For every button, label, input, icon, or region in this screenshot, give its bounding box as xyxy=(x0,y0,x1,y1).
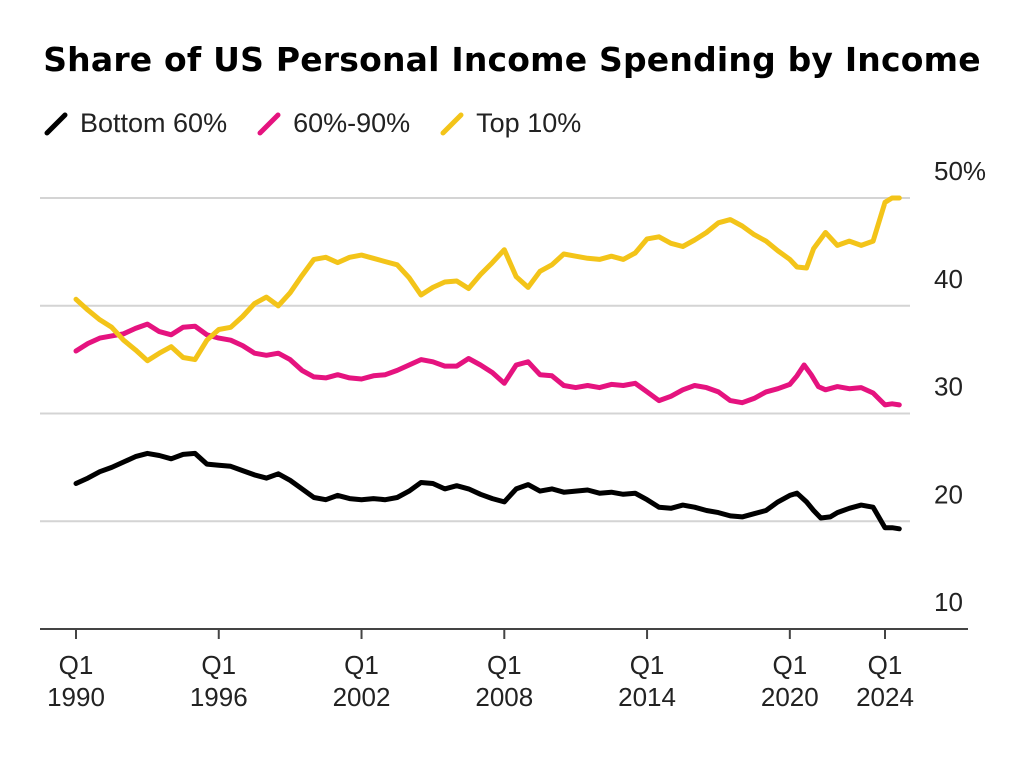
legend-item-60-90: 60%-90% xyxy=(257,108,410,139)
legend-item-bottom-60: Bottom 60% xyxy=(44,108,227,139)
x-tick-label-q-2014: Q1 xyxy=(630,650,665,680)
y-tick-label-10: 10 xyxy=(934,587,963,617)
x-tick-label-year-1990: 1990 xyxy=(47,682,105,712)
x-tick-label-q-1990: Q1 xyxy=(59,650,94,680)
y-tick-label-20: 20 xyxy=(934,479,963,509)
legend-item-top-10: Top 10% xyxy=(440,108,581,139)
x-tick-label-q-2002: Q1 xyxy=(344,650,379,680)
legend: Bottom 60% 60%-90% Top 10% xyxy=(44,108,581,139)
legend-label-top-10: Top 10% xyxy=(476,108,582,138)
x-tick-label-year-2008: 2008 xyxy=(475,682,533,712)
legend-swatch-60-90 xyxy=(257,112,281,136)
x-tick-label-year-1996: 1996 xyxy=(190,682,248,712)
legend-label-60-90: 60%-90% xyxy=(293,108,411,138)
legend-swatch-top-10 xyxy=(440,112,464,136)
x-tick-label-year-2020: 2020 xyxy=(761,682,819,712)
x-tick-label-q-2020: Q1 xyxy=(772,650,807,680)
legend-swatch-bottom-60 xyxy=(44,112,68,136)
x-tick-label-year-2002: 2002 xyxy=(333,682,391,712)
series-line-60-90- xyxy=(73,321,902,408)
series-line-top-10- xyxy=(73,195,902,364)
x-tick-label-q-2008: Q1 xyxy=(487,650,522,680)
x-tick-label-year-2014: 2014 xyxy=(618,682,676,712)
x-tick-label-q-1996: Q1 xyxy=(201,650,236,680)
x-tick-label-q-2024: Q1 xyxy=(868,650,903,680)
y-tick-label-30: 30 xyxy=(934,372,963,402)
chart-title: Share of US Personal Income Spending by … xyxy=(43,40,981,79)
x-tick-label-year-2024: 2024 xyxy=(856,682,914,712)
legend-label-bottom-60: Bottom 60% xyxy=(80,108,228,138)
y-tick-label-50: 50% xyxy=(934,156,986,186)
y-tick-label-40: 40 xyxy=(934,264,963,294)
series-line-bottom-60- xyxy=(73,450,902,532)
